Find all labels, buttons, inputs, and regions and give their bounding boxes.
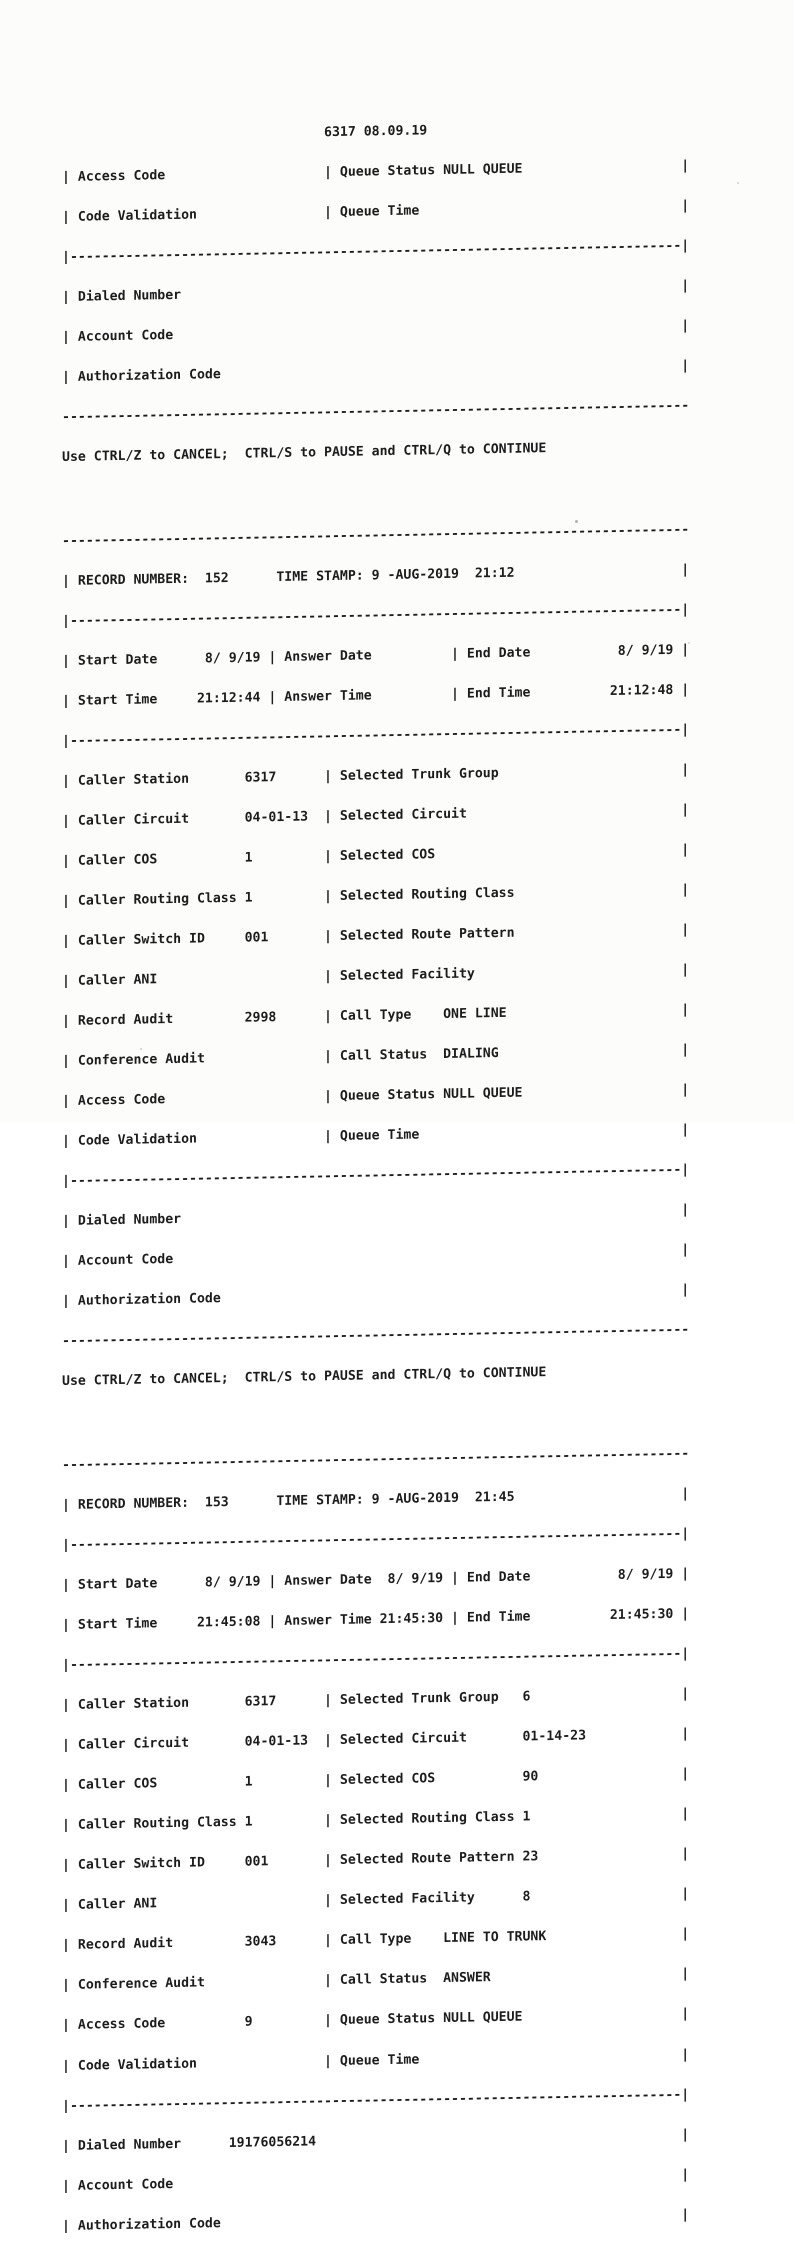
blank-line [62, 1404, 689, 1432]
record-153-header-row: | RECORD NUMBER: 153 TIME STAMP: 9 -AUG-… [62, 1486, 690, 1514]
record-152-caller-ani-row: | Caller ANI | Selected Facility | [62, 962, 690, 989]
scan-speckle [575, 520, 578, 523]
prev-record-code-validation-queue-time-row: | Code Validation | Queue Time | [62, 198, 690, 225]
record-153-access-code-row: | Access Code 9 | Queue Status NULL QUEU… [62, 2006, 690, 2034]
prev-record-authorization-code-row: | Authorization Code | [62, 358, 690, 385]
separator-line: |---------------------------------------… [62, 238, 690, 265]
scanned-page: 6317 08.09.19 | Access Code | Queue Stat… [62, 122, 739, 2234]
scan-speckle [82, 982, 84, 984]
record-153-dialed-number-row: | Dialed Number 19176056214 | [62, 2127, 690, 2154]
record-153-caller-ani-row: | Caller ANI | Selected Facility 8 | [62, 1886, 690, 1914]
record-152-record-audit-row: | Record Audit 2998 | Call Type ONE LINE… [62, 1002, 690, 1030]
prev-record-access-code-queue-status-row: | Access Code | Queue Status NULL QUEUE … [62, 158, 690, 185]
record-152-time-row: | Start Time 21:12:44 | Answer Time | En… [62, 682, 690, 709]
record-153-account-code-row: | Account Code | [62, 2167, 690, 2194]
record-152-caller-station-row: | Caller Station 6317 | Selected Trunk G… [62, 762, 690, 789]
record-152-conference-audit-row: | Conference Audit | Call Status DIALING… [62, 1042, 690, 1070]
blank-line [62, 479, 689, 507]
separator-line: ----------------------------------------… [62, 522, 690, 549]
separator-line: |---------------------------------------… [62, 2087, 690, 2114]
record-152-dialed-number-row: | Dialed Number | [62, 1202, 690, 1230]
separator-line: ----------------------------------------… [62, 1322, 690, 1350]
separator-line: |---------------------------------------… [62, 1646, 690, 1674]
scan-speckle [737, 182, 739, 184]
separator-line: ----------------------------------------… [62, 1446, 690, 1474]
record-152-access-code-row: | Access Code | Queue Status NULL QUEUE … [62, 1082, 690, 1110]
flow-control-prompt: Use CTRL/Z to CANCEL; CTRL/S to PAUSE an… [62, 441, 547, 465]
prev-record-account-code-row: | Account Code | [62, 318, 690, 345]
record-153-caller-station-row: | Caller Station 6317 | Selected Trunk G… [62, 1686, 690, 1714]
record-153-caller-cos-row: | Caller COS 1 | Selected COS 90 | [62, 1766, 690, 1794]
record-152-code-validation-row: | Code Validation | Queue Time | [62, 1122, 690, 1150]
record-153-conference-audit-row: | Conference Audit | Call Status ANSWER … [62, 1966, 690, 1994]
cdr-printout: 6317 08.09.19 | Access Code | Queue Stat… [62, 93, 689, 2246]
record-152-caller-switch-id-row: | Caller Switch ID 001 | Selected Route … [62, 922, 690, 949]
scan-speckle [688, 642, 690, 644]
record-153-authorization-code-row: | Authorization Code | [62, 2207, 690, 2234]
record-152-authorization-code-row: | Authorization Code | [62, 1282, 690, 1310]
separator-line: |---------------------------------------… [62, 1526, 690, 1554]
record-152-header-row: | RECORD NUMBER: 152 TIME STAMP: 9 -AUG-… [62, 562, 690, 589]
record-153-date-row: | Start Date 8/ 9/19 | Answer Date 8/ 9/… [62, 1566, 690, 1594]
separator-line: ----------------------------------------… [62, 398, 690, 425]
separator-line: |---------------------------------------… [62, 602, 690, 629]
page-header-station-date: 6317 08.09.19 [62, 122, 428, 145]
record-153-caller-routing-class-row: | Caller Routing Class 1 | Selected Rout… [62, 1806, 690, 1834]
flow-control-prompt: Use CTRL/Z to CANCEL; CTRL/S to PAUSE an… [62, 1365, 547, 1390]
prev-record-dialed-number-row: | Dialed Number | [62, 278, 690, 305]
record-152-caller-circuit-row: | Caller Circuit 04-01-13 | Selected Cir… [62, 802, 690, 829]
record-153-record-audit-row: | Record Audit 3043 | Call Type LINE TO … [62, 1926, 690, 1954]
separator-line: |---------------------------------------… [62, 722, 690, 749]
record-152-date-row: | Start Date 8/ 9/19 | Answer Date | End… [62, 642, 690, 669]
record-152-account-code-row: | Account Code | [62, 1242, 690, 1270]
record-153-code-validation-row: | Code Validation | Queue Time | [62, 2047, 690, 2074]
separator-line: |---------------------------------------… [62, 1162, 690, 1190]
record-153-caller-switch-id-row: | Caller Switch ID 001 | Selected Route … [62, 1846, 690, 1874]
scan-speckle [140, 1048, 142, 1050]
record-153-time-row: | Start Time 21:45:08 | Answer Time 21:4… [62, 1606, 690, 1634]
record-153-caller-circuit-row: | Caller Circuit 04-01-13 | Selected Cir… [62, 1726, 690, 1754]
record-152-caller-cos-row: | Caller COS 1 | Selected COS | [62, 842, 690, 869]
record-152-caller-routing-class-row: | Caller Routing Class 1 | Selected Rout… [62, 882, 690, 909]
